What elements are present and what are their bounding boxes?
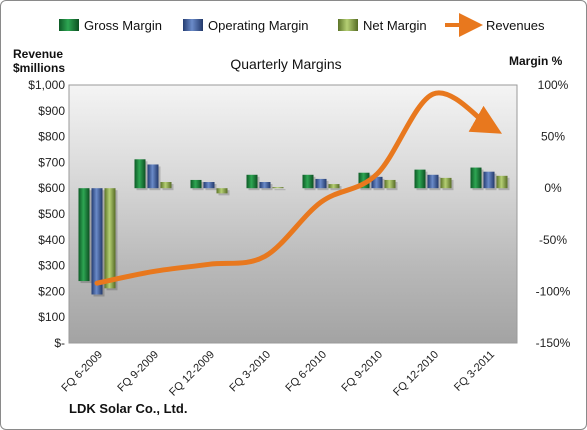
- right-tick-label: 100%: [538, 78, 569, 92]
- left-tick-label: $200: [38, 284, 65, 298]
- gross-margin-bar: [78, 188, 90, 282]
- left-tick-label: $600: [38, 181, 65, 195]
- legend-swatch-net-margin: [338, 19, 358, 31]
- net-margin-bar: [496, 175, 508, 189]
- right-tick-label: -150%: [536, 336, 571, 350]
- left-tick-label: $-: [54, 336, 65, 350]
- operating-margin-bar: [91, 188, 103, 295]
- gross-margin-bar: [470, 167, 482, 189]
- legend-label-operating-margin: Operating Margin: [208, 18, 308, 33]
- net-margin-bar: [160, 182, 172, 189]
- chart-title: Quarterly Margins: [230, 56, 341, 72]
- operating-margin-bar: [371, 176, 383, 189]
- right-tick-label: 0%: [544, 181, 562, 195]
- net-margin-bar-shadow: [274, 189, 286, 191]
- right-tick-label: -50%: [539, 233, 567, 247]
- category-label: FQ 3-2011: [452, 349, 497, 394]
- footer-company: LDK Solar Co., Ltd.: [69, 401, 187, 416]
- category-label: FQ 6-2010: [283, 349, 329, 395]
- category-label: FQ 12-2009: [167, 349, 217, 399]
- net-margin-bar: [328, 184, 340, 189]
- right-tick-label: -100%: [536, 284, 571, 298]
- category-label: FQ 6-2009: [59, 349, 105, 395]
- operating-margin-bar: [203, 182, 215, 189]
- gross-margin-bar: [134, 159, 146, 189]
- net-margin-bar: [272, 187, 284, 189]
- left-axis-title-line2: $millions: [13, 61, 65, 75]
- operating-margin-bar: [315, 178, 327, 189]
- left-tick-label: $900: [38, 104, 65, 118]
- left-tick-label: $400: [38, 233, 65, 247]
- left-axis-title-line1: Revenue: [13, 47, 63, 61]
- right-axis: 100% 50% 0% -50% -100% -150%: [536, 78, 571, 350]
- operating-margin-bar: [427, 174, 439, 189]
- left-axis: $- $100 $200 $300 $400 $500 $600 $700 $800 $900 $1…: [28, 78, 65, 350]
- left-tick-label: $800: [38, 130, 65, 144]
- category-label: FQ 9-2010: [339, 349, 385, 395]
- operating-margin-bar: [259, 182, 271, 189]
- gross-margin-bar: [414, 169, 426, 189]
- legend-label-net-margin: Net Margin: [363, 18, 427, 33]
- net-margin-bar: [440, 177, 452, 189]
- category-label: FQ 9-2009: [115, 349, 161, 395]
- net-margin-bar: [216, 188, 228, 194]
- left-tick-label: $100: [38, 310, 65, 324]
- revenue-line-series: [94, 90, 502, 286]
- legend-label-gross-margin: Gross Margin: [84, 18, 162, 33]
- operating-margin-bar: [483, 171, 495, 189]
- revenue-line: [94, 90, 502, 286]
- legend: Gross Margin Operating Margin Net Margin…: [59, 13, 545, 37]
- category-label: FQ 12-2010: [391, 349, 441, 399]
- left-tick-label: $300: [38, 259, 65, 273]
- plot-area: [68, 84, 518, 344]
- legend-swatch-gross-margin: [59, 19, 79, 31]
- gross-margin-bar: [358, 172, 370, 189]
- right-axis-title: Margin %: [509, 54, 563, 68]
- gross-margin-bar: [302, 174, 314, 189]
- net-margin-bar: [384, 179, 396, 189]
- left-tick-label: $500: [38, 207, 65, 221]
- left-tick-label: $700: [38, 155, 65, 169]
- gross-margin-bar: [246, 174, 258, 189]
- net-margin-bar: [104, 188, 116, 289]
- legend-label-revenues: Revenues: [486, 18, 545, 33]
- legend-swatch-operating-margin: [183, 19, 203, 31]
- operating-margin-bar: [147, 164, 159, 189]
- x-axis: FQ 6-2009 FQ 9-2009 FQ 12-2009 FQ 3-2010 FQ …: [59, 349, 497, 399]
- left-tick-label: $1,000: [28, 78, 65, 92]
- right-tick-label: 50%: [541, 130, 565, 144]
- gross-margin-bar: [190, 179, 202, 189]
- category-label: FQ 3-2010: [227, 349, 273, 395]
